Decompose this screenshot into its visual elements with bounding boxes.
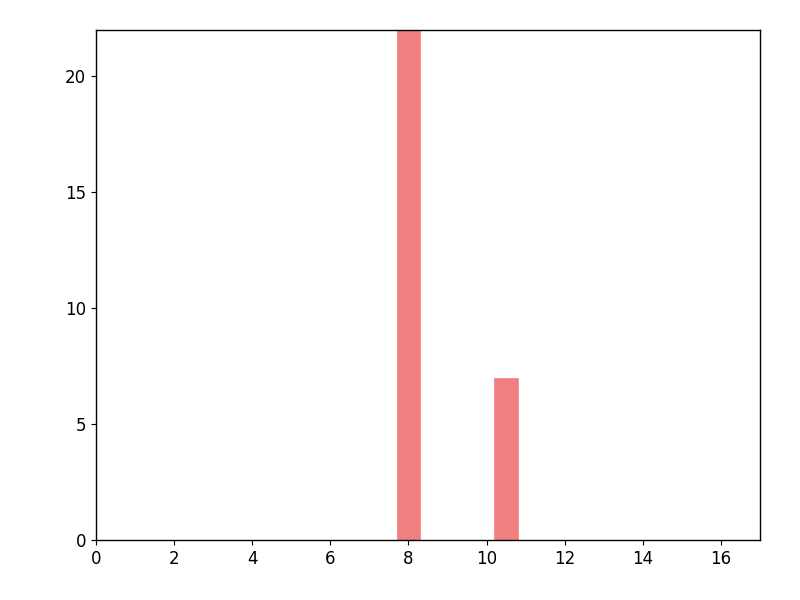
Bar (397, 30, 420, 540)
Bar (494, 378, 518, 540)
